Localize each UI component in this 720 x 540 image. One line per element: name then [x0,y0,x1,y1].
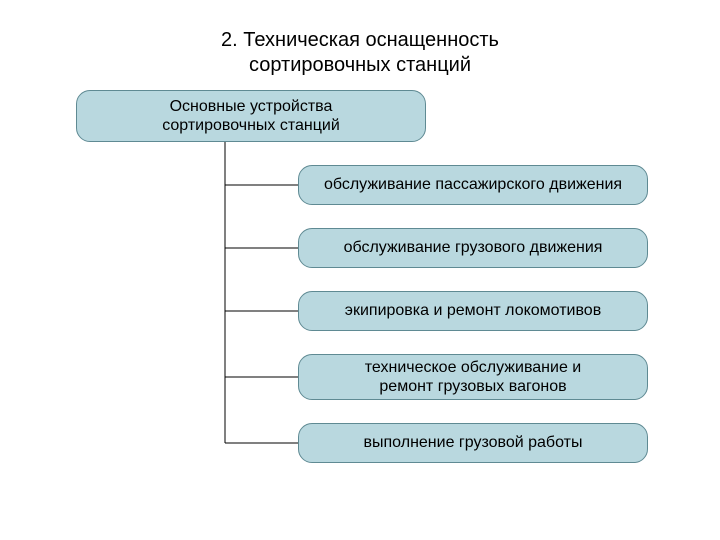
node-label: техническое обслуживание и ремонт грузов… [365,358,581,396]
node-label: обслуживание грузового движения [344,238,603,257]
node-root: Основные устройства сортировочных станци… [76,90,426,142]
node-c2: обслуживание грузового движения [298,228,648,268]
diagram-title: 2. Техническая оснащенность сортировочны… [180,28,540,78]
node-c4: техническое обслуживание и ремонт грузов… [298,354,648,400]
node-label: Основные устройства сортировочных станци… [162,97,340,135]
node-label: обслуживание пассажирского движения [324,175,622,194]
node-label: выполнение грузовой работы [364,433,583,452]
node-c5: выполнение грузовой работы [298,423,648,463]
node-c1: обслуживание пассажирского движения [298,165,648,205]
node-c3: экипировка и ремонт локомотивов [298,291,648,331]
node-label: экипировка и ремонт локомотивов [345,301,601,320]
